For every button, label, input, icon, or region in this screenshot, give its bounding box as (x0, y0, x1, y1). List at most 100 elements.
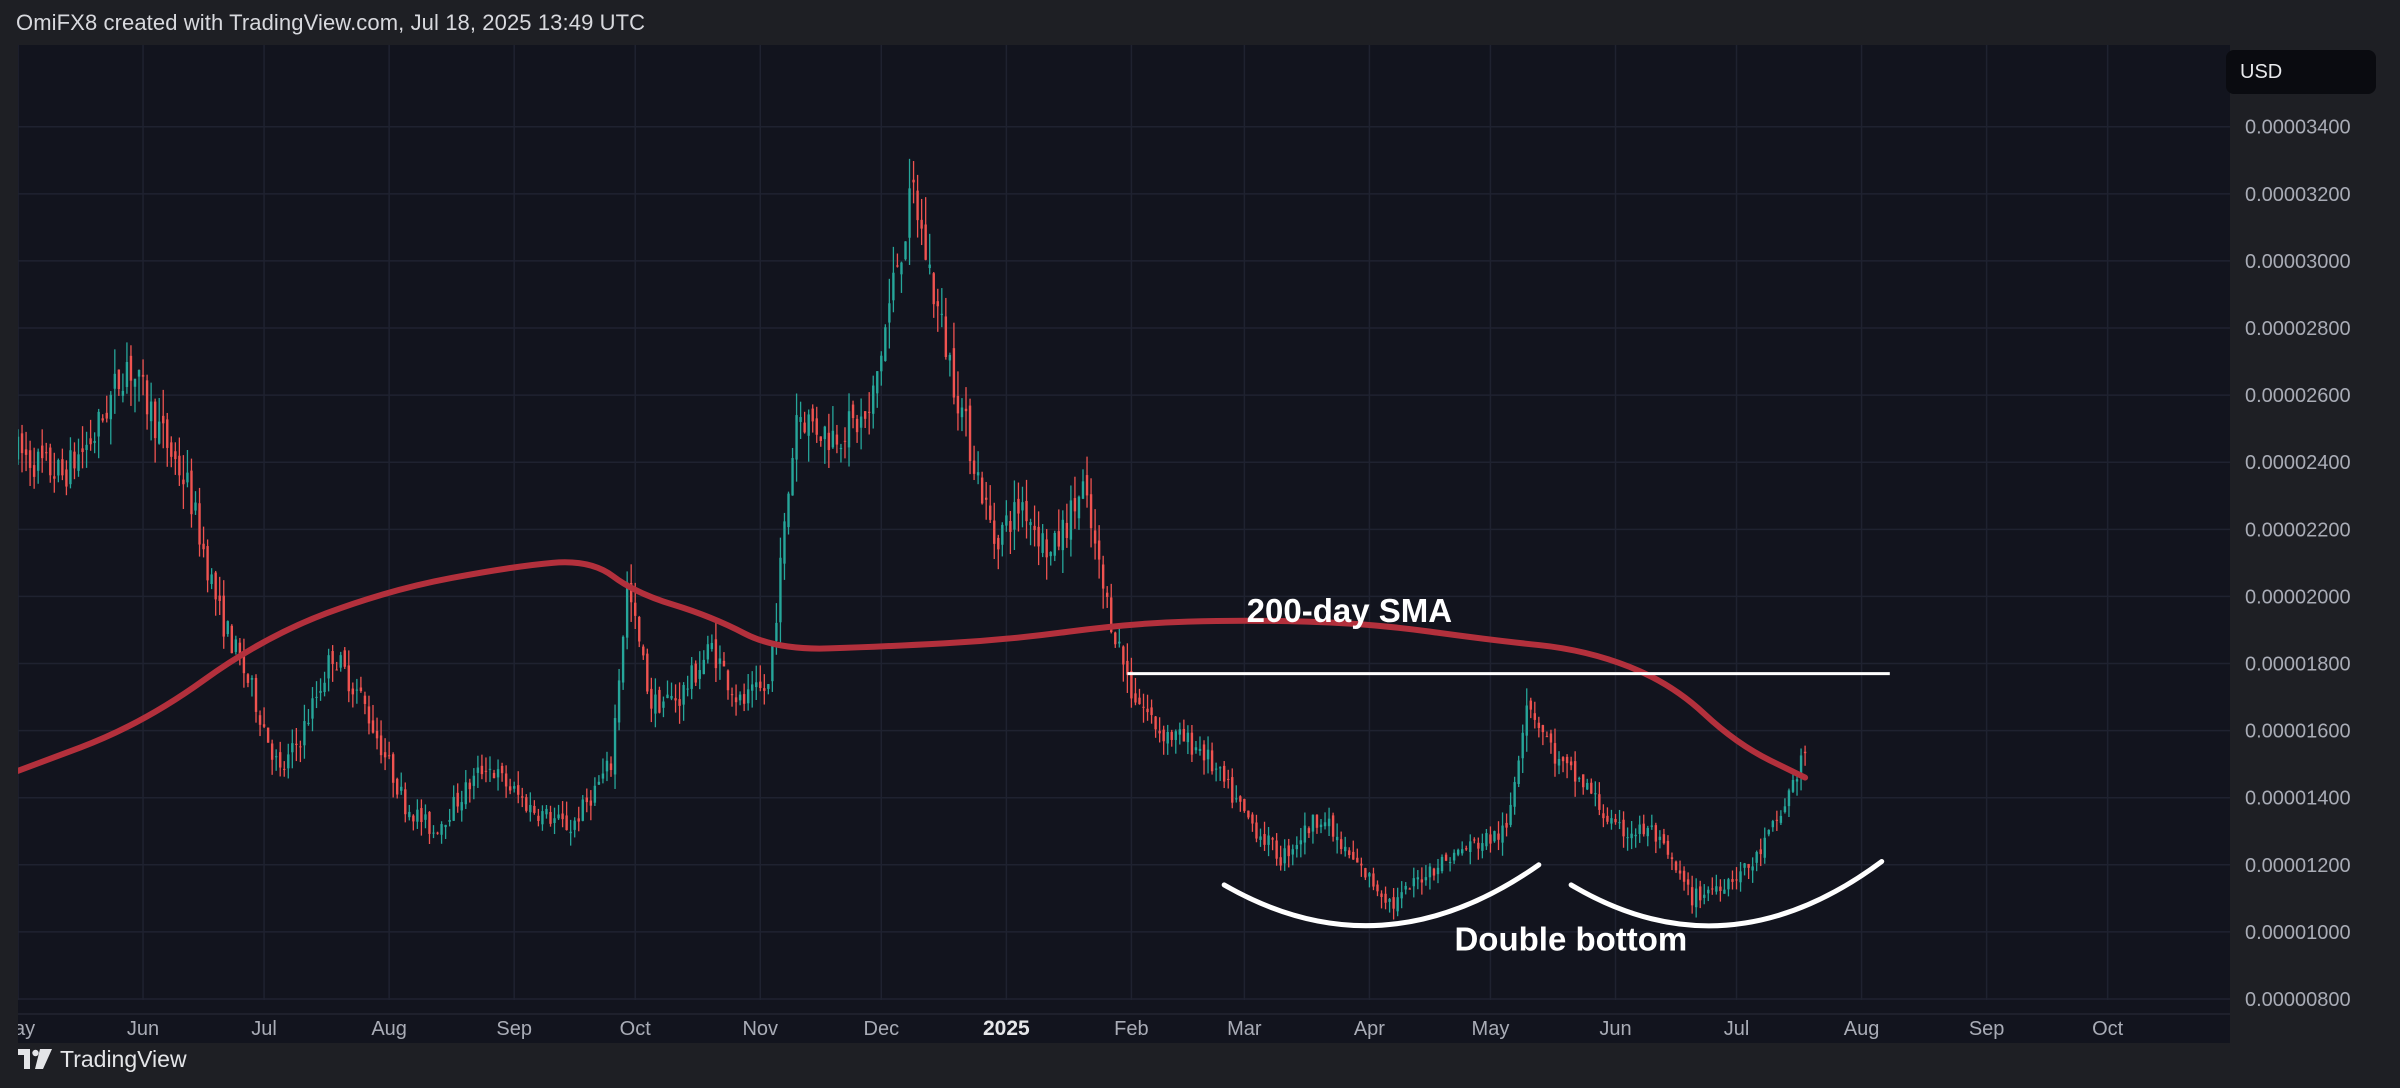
candle-down (101, 418, 104, 421)
candle-up (666, 694, 669, 699)
candle-down (1372, 873, 1375, 887)
candle-down (1154, 716, 1157, 730)
candle-down (371, 720, 375, 733)
candle-down (153, 401, 157, 439)
candle-down (1376, 884, 1379, 892)
time-tick-label: Apr (1354, 1018, 1385, 1040)
candle-up (194, 502, 197, 511)
candle-up (1577, 778, 1581, 780)
candle-up (662, 701, 665, 708)
candle-down (28, 450, 32, 468)
time-tick-label: Jul (1724, 1018, 1750, 1040)
candle-down (730, 694, 734, 696)
candle-up (113, 373, 117, 389)
candle-down (262, 724, 266, 727)
candle-down (436, 832, 439, 834)
candle-down (1202, 744, 1206, 761)
candle-up (593, 785, 597, 803)
candle-down (1170, 731, 1173, 740)
candle-down (404, 789, 407, 815)
candle-up (149, 401, 153, 422)
candle-up (573, 820, 576, 830)
candle-down (1138, 697, 1141, 705)
candle-up (1767, 829, 1770, 835)
candle-up (710, 642, 714, 650)
candle-down (246, 674, 250, 683)
candle-up (1779, 815, 1783, 823)
candle-up (1771, 821, 1775, 828)
candle-down (997, 537, 1000, 550)
candle-up (621, 636, 625, 683)
candle-up (1650, 825, 1654, 827)
candle-up (892, 272, 895, 301)
price-tick-label: 0.00002600 (2245, 385, 2351, 407)
candle-down (722, 660, 726, 667)
candle-up (1081, 481, 1085, 499)
candle-down (916, 190, 919, 221)
candle-up (210, 574, 213, 585)
candle-up (460, 802, 463, 811)
currency-label: USD (2240, 61, 2283, 83)
candle-up (1400, 892, 1403, 899)
candle-down (299, 746, 302, 748)
candle-up (581, 799, 584, 821)
candle-down (254, 677, 258, 712)
candle-down (266, 727, 270, 743)
candle-down (1549, 733, 1553, 743)
candle-up (1703, 894, 1706, 898)
candle-up (1311, 814, 1315, 832)
candle-up (1525, 705, 1528, 736)
candle-up (1658, 836, 1662, 841)
candle-up (1743, 863, 1746, 868)
candle-up (1295, 845, 1299, 850)
candle-up (1799, 755, 1803, 778)
candle-down (1622, 819, 1625, 837)
candle-up (771, 646, 774, 682)
candle-down (742, 694, 746, 704)
chart-area[interactable]: 200-day SMA Double bottom ay Jun Jul Aug Sep O… (18, 45, 2230, 1043)
candle-up (1481, 843, 1484, 851)
double-bottom-label: Double bottom (1454, 921, 1687, 958)
price-tick-label: 0.00003000 (2245, 251, 2351, 273)
candle-up (416, 809, 419, 822)
candle-down (932, 273, 935, 305)
candle-down (1573, 761, 1577, 782)
candle-down (1719, 886, 1722, 892)
candle-up (884, 327, 887, 362)
candle-down (1037, 526, 1040, 547)
tradingview-logo[interactable]: TradingView (18, 1044, 187, 1074)
candle-down (162, 415, 165, 424)
candle-down (61, 459, 64, 476)
candle-down (1384, 893, 1387, 903)
candle-down (1182, 728, 1186, 742)
candle-down (347, 665, 350, 692)
candle-down (1408, 888, 1411, 890)
candle-down (1126, 660, 1129, 675)
candle-up (823, 426, 827, 440)
candle-up (839, 447, 843, 450)
candle-down (1033, 525, 1036, 531)
candle-down (1307, 828, 1311, 834)
candle-up (1436, 867, 1440, 875)
candle-down (1699, 886, 1702, 901)
candle-down (912, 179, 915, 183)
time-tick-label: May (1472, 1018, 1510, 1040)
currency-selector[interactable]: USD (2226, 50, 2376, 94)
candle-up (464, 782, 467, 805)
candle-down (759, 681, 762, 688)
candle-down (714, 639, 718, 669)
candle-down (1598, 794, 1601, 810)
candle-down (242, 651, 246, 674)
candle-up (1594, 793, 1597, 795)
candle-down (45, 452, 48, 454)
candle-up (1618, 822, 1621, 824)
candle-up (1319, 824, 1323, 828)
candle-down (428, 811, 431, 834)
price-chart[interactable]: 200-day SMA Double bottom ay Jun Jul Aug Sep O… (18, 45, 2230, 1043)
candle-down (420, 808, 423, 823)
candle-up (1646, 827, 1649, 837)
candle-up (1763, 837, 1766, 858)
candle-down (1561, 757, 1565, 762)
candle-up (791, 457, 794, 496)
candle-down (81, 448, 84, 453)
